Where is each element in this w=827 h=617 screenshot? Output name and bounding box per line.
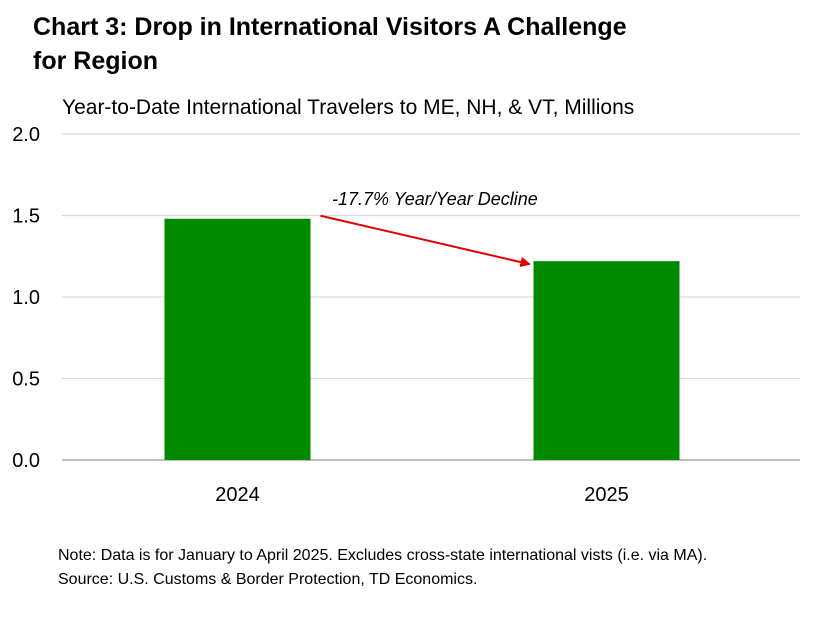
x-tick-label: 2025 xyxy=(584,484,629,506)
bar-2024 xyxy=(164,218,311,460)
chart-subtitle: Year-to-Date International Travelers to … xyxy=(62,96,635,119)
y-tick-label: 2.0 xyxy=(12,124,40,146)
bar-chart: 0.0 0.5 1.0 1.5 2.0 2024 2025 -17.7% Year/Yea… xyxy=(12,124,800,506)
x-tick-label: 2024 xyxy=(215,484,260,506)
bars xyxy=(164,218,680,460)
y-tick-label: 1.0 xyxy=(12,287,40,309)
annotation-text: -17.7% Year/Year Decline xyxy=(332,189,538,209)
y-tick-label: 0.5 xyxy=(12,369,40,391)
bar-2025 xyxy=(533,261,680,460)
y-tick-label: 0.0 xyxy=(12,450,40,472)
footnote-source: Source: U.S. Customs & Border Protection… xyxy=(58,571,478,588)
footnote-note: Note: Data is for January to April 2025.… xyxy=(58,547,708,564)
x-axis-ticks: 2024 2025 xyxy=(215,484,629,506)
chart-title: Chart 3: Drop in International Visitors … xyxy=(33,13,627,75)
annotation-arrow xyxy=(320,214,530,264)
y-axis-ticks: 0.0 0.5 1.0 1.5 2.0 xyxy=(12,124,40,472)
y-tick-label: 1.5 xyxy=(12,206,40,228)
annotation: -17.7% Year/Year Decline xyxy=(320,189,538,264)
